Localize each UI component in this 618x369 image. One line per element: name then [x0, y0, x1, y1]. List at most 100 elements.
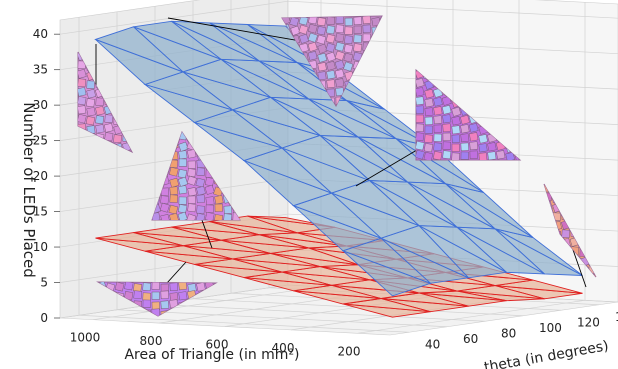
led-tile [177, 176, 189, 187]
led-tile [169, 282, 179, 292]
x-tick-label: 200 [338, 344, 361, 358]
led-tile [160, 290, 169, 299]
led-tile [326, 16, 336, 26]
led-tile [344, 35, 353, 45]
led-tile [214, 203, 223, 212]
x-axis-label: Area of Triangle (in mm²) [124, 347, 299, 363]
led-tile [325, 42, 336, 53]
led-tile [187, 160, 196, 169]
led-tile [478, 152, 488, 160]
grid-y-floor [78, 314, 410, 333]
led-tile [432, 151, 443, 160]
led-tile [478, 143, 488, 153]
led-tile [424, 116, 434, 125]
led-tile [334, 50, 345, 61]
led-tile [416, 132, 425, 142]
grid-z-left [59, 0, 289, 35]
led-tile [187, 203, 197, 213]
led-tile [335, 78, 345, 88]
led-tile [460, 124, 470, 134]
grid-y-floor [116, 309, 448, 328]
led-tile [142, 282, 152, 292]
led-tile [307, 32, 318, 43]
led-tile [187, 195, 196, 204]
led-tile [442, 114, 452, 124]
led-tile [151, 291, 160, 300]
led-tile [423, 151, 434, 160]
led-tile [416, 87, 425, 97]
led-tile [187, 187, 197, 197]
led-tile [424, 98, 434, 108]
z-tick-label: 30 [33, 98, 48, 112]
led-tile [335, 24, 345, 34]
y-tick-label: 60 [463, 332, 478, 346]
led-tile [307, 41, 318, 52]
led-tile [460, 142, 469, 151]
x-tick-label: 600 [206, 338, 229, 352]
axis-ticks: 0 5 10 15 20 25 30 35 40 1000 800 600 400 200 40 60 80 10… [33, 27, 618, 358]
led-tile [433, 96, 443, 107]
led-tile [317, 52, 328, 63]
led-tile [487, 151, 497, 160]
led-tile [353, 43, 363, 53]
led-tile [343, 52, 354, 63]
led-tile [416, 140, 425, 151]
led-tile [344, 26, 353, 35]
led-tile [316, 17, 327, 27]
led-tile [451, 134, 461, 144]
led-tile [178, 185, 188, 195]
led-tile [416, 123, 425, 133]
y-tick-label: 80 [501, 326, 516, 340]
led-tile [460, 114, 470, 125]
led-tile [196, 282, 206, 292]
surface-facet [94, 26, 184, 73]
led-tile [451, 106, 462, 117]
led-tile [178, 150, 188, 160]
led-tile [104, 114, 114, 124]
led-tile [469, 132, 479, 142]
led-tile [469, 150, 478, 159]
x-tick-label: 800 [140, 334, 163, 348]
led-tile [86, 88, 97, 99]
led-tile [442, 150, 452, 160]
led-tile [159, 202, 170, 213]
led-tile [433, 115, 443, 125]
led-tile [362, 24, 371, 33]
led-tile [325, 33, 336, 44]
z-tick-label: 0 [40, 311, 48, 325]
led-tile [416, 105, 425, 115]
led-tile [416, 114, 424, 123]
led-tile [168, 204, 179, 215]
surface-facet [171, 221, 260, 236]
led-tile [151, 282, 160, 290]
led-tile [160, 300, 170, 310]
led-tile [423, 143, 434, 153]
z-tick-label: 20 [33, 169, 48, 183]
z-tick-label: 15 [33, 205, 48, 219]
led-tile [223, 205, 233, 215]
z-tick-label: 35 [33, 63, 48, 77]
led-tile [114, 282, 125, 292]
led-tile [187, 168, 197, 178]
led-tile [433, 124, 442, 133]
surface-facet [247, 215, 336, 228]
led-tile [186, 149, 197, 159]
led-tile [78, 113, 87, 124]
led-tile [468, 122, 479, 133]
led-tile [178, 196, 187, 205]
led-tile [223, 213, 233, 220]
z-tick-label: 25 [33, 134, 48, 148]
led-tile [316, 25, 327, 36]
led-tile [205, 196, 215, 206]
led-tile [353, 34, 362, 44]
surface-facet [95, 232, 184, 247]
led-tile [487, 142, 497, 152]
led-tile [442, 132, 451, 141]
led-tile [104, 132, 114, 142]
led-tile [290, 25, 301, 36]
led-tile [424, 88, 435, 99]
led-tile [433, 106, 443, 116]
led-tile [178, 291, 188, 301]
led-tile [78, 87, 87, 97]
